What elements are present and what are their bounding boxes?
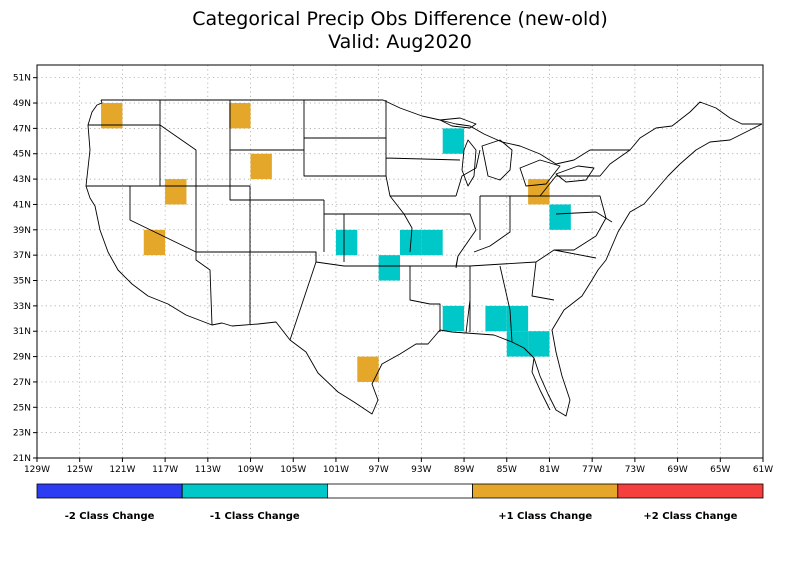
cell-plus-one: [528, 179, 550, 205]
cell-plus-one: [250, 153, 272, 180]
lat-tick-label: 35N: [13, 277, 31, 287]
lon-tick-label: 65W: [710, 465, 730, 475]
legend-swatch: [472, 483, 619, 499]
state-lines-west: [86, 100, 386, 326]
cell-minus-one: [378, 255, 400, 281]
lat-tick-label: 21N: [13, 454, 31, 464]
cell-minus-one: [421, 229, 443, 256]
us-state-boundaries: [85, 99, 763, 417]
legend-label: +2 Class Change: [643, 511, 737, 522]
cell-plus-one: [101, 103, 123, 129]
cell-minus-one: [549, 204, 571, 230]
lat-tick-label: 25N: [13, 403, 31, 413]
lon-tick-label: 61W: [753, 465, 773, 475]
cell-minus-one: [485, 305, 507, 332]
legend-label: -1 Class Change: [210, 511, 300, 522]
legend: -2 Class Change -1 Class Change +1 Class C…: [36, 483, 764, 522]
lon-tick-label: 105W: [280, 465, 306, 475]
lon-tick-label: 73W: [625, 465, 645, 475]
lon-tick-label: 121W: [109, 465, 135, 475]
lat-tick-label: 39N: [13, 226, 31, 236]
lon-tick-label: 89W: [454, 465, 474, 475]
lon-tick-label: 129W: [24, 465, 50, 475]
lon-tick-label: 81W: [539, 465, 559, 475]
lon-tick-label: 69W: [667, 465, 687, 475]
legend-label: +1 Class Change: [498, 511, 592, 522]
lon-tick-label: 109W: [237, 465, 263, 475]
cell-minus-one: [506, 331, 529, 357]
cell-minus-one: [528, 331, 550, 357]
cell-minus-one: [335, 229, 358, 256]
lat-tick-label: 49N: [13, 99, 31, 109]
longitude-tick-labels: 129W 125W 121W 117W 113W 109W 105W 101W 97W 93W 89…: [24, 458, 773, 475]
lat-tick-label: 45N: [13, 150, 31, 160]
legend-swatch: [326, 483, 473, 499]
lon-tick-label: 85W: [497, 465, 517, 475]
chart-subtitle: Valid: Aug2020: [328, 31, 472, 53]
lon-tick-label: 117W: [152, 465, 178, 475]
cell-minus-one: [442, 128, 465, 154]
cell-plus-one: [229, 103, 251, 129]
legend-swatch: [36, 483, 183, 499]
state-lines-central: [289, 100, 631, 343]
lon-tick-label: 77W: [582, 465, 602, 475]
florida-coast: [531, 357, 551, 411]
lon-tick-label: 93W: [411, 465, 431, 475]
lat-tick-label: 43N: [13, 175, 31, 185]
chart-title: Categorical Precip Obs Difference (new-o…: [192, 8, 608, 30]
lon-tick-label: 113W: [195, 465, 221, 475]
lon-tick-label: 101W: [323, 465, 349, 475]
conus-outline: [85, 99, 763, 417]
cell-minus-one: [506, 305, 529, 332]
lon-tick-label: 125W: [67, 465, 93, 475]
canada-border: [101, 99, 762, 165]
lat-tick-label: 47N: [13, 124, 31, 134]
cell-plus-one: [143, 229, 166, 256]
lat-tick-label: 37N: [13, 251, 31, 261]
lat-tick-label: 33N: [13, 302, 31, 312]
lat-tick-label: 27N: [13, 378, 31, 388]
lat-tick-label: 31N: [13, 327, 31, 337]
great-lakes: [439, 117, 595, 187]
cell-minus-one: [442, 305, 465, 332]
lat-tick-label: 29N: [13, 353, 31, 363]
legend-swatch: [617, 483, 764, 499]
lon-tick-label: 97W: [368, 465, 388, 475]
cell-plus-one: [357, 356, 379, 382]
legend-label: -2 Class Change: [65, 511, 155, 522]
legend-swatch: [181, 483, 328, 499]
map-frame: [36, 64, 764, 459]
lat-tick-label: 23N: [13, 429, 31, 439]
lat-tick-label: 41N: [13, 200, 31, 210]
lat-tick-label: 51N: [13, 74, 31, 84]
cell-plus-one: [165, 179, 187, 205]
latitude-tick-labels: 21N 23N 25N 27N 29N 31N 33N 35N 37N 39N 41N 43N 45N 4…: [13, 74, 37, 464]
